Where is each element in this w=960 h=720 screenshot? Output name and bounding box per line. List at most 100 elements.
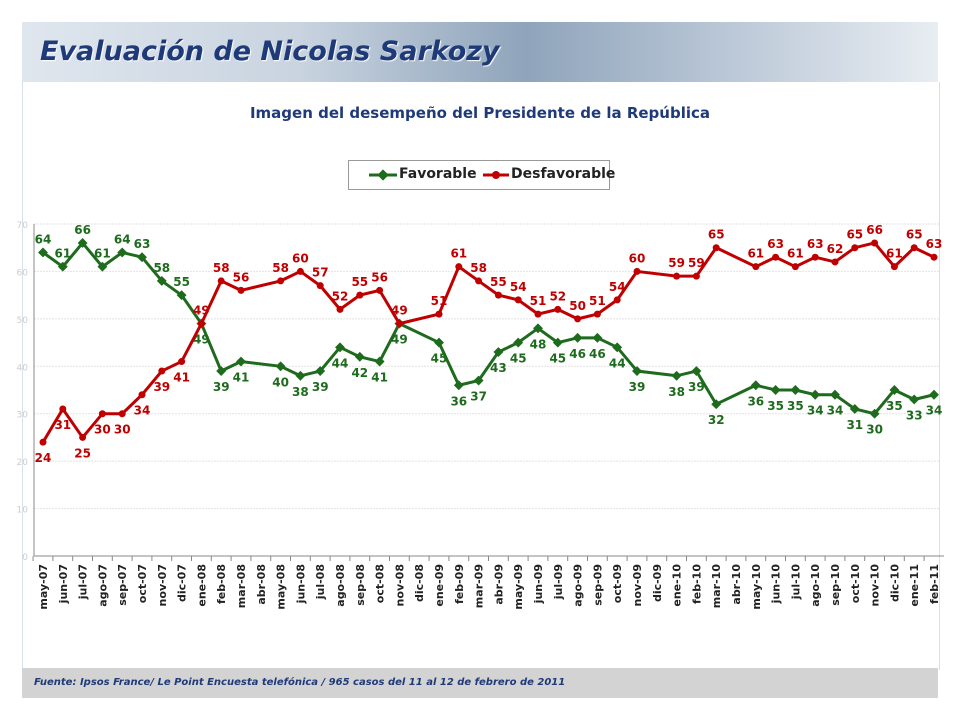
data-point-favorable	[117, 247, 128, 258]
x-tick-label: ene-10	[671, 564, 684, 607]
y-tick-label: 20	[17, 458, 29, 468]
data-label: 60	[292, 251, 309, 265]
data-label: 49	[193, 304, 210, 318]
data-point-desfavorable	[296, 267, 304, 275]
x-tick-label: feb-09	[453, 564, 466, 604]
x-tick-label: oct-09	[611, 564, 624, 603]
data-point-favorable	[790, 385, 801, 395]
data-label: 44	[609, 356, 626, 370]
x-tick-label: ago-10	[809, 564, 822, 607]
data-label: 39	[688, 380, 705, 394]
data-label: 45	[510, 352, 527, 366]
data-label: 65	[846, 228, 863, 242]
x-tick-label: nov-10	[869, 564, 882, 607]
x-tick-label: dic-07	[176, 564, 189, 602]
data-label: 45	[431, 352, 448, 366]
data-label: 35	[787, 399, 804, 413]
x-tick-label: mar-10	[710, 564, 723, 609]
data-label: 64	[35, 232, 52, 246]
x-tick-label: abr-10	[730, 564, 743, 605]
y-tick-label: 70	[17, 221, 29, 231]
data-label: 54	[609, 280, 626, 294]
data-label: 55	[490, 275, 507, 289]
x-tick-label: feb-08	[215, 564, 228, 604]
data-label: 56	[371, 270, 388, 284]
data-label: 30	[866, 423, 883, 437]
data-point-desfavorable	[98, 410, 106, 418]
data-point-desfavorable	[791, 263, 799, 271]
x-tick-label: jun-07	[57, 564, 70, 604]
data-point-favorable	[295, 370, 306, 381]
data-point-favorable	[770, 385, 781, 395]
data-label: 50	[569, 299, 586, 313]
data-label: 35	[767, 399, 784, 413]
data-label: 61	[450, 247, 467, 261]
data-label: 60	[629, 251, 646, 265]
data-label: 51	[589, 294, 606, 308]
data-point-favorable	[810, 389, 821, 400]
data-point-favorable	[176, 290, 187, 301]
data-label: 46	[589, 347, 606, 361]
x-tick-label: jun-09	[532, 564, 545, 604]
data-label: 41	[173, 371, 190, 385]
header-banner	[22, 22, 938, 82]
legend-desfavorable-marker	[492, 171, 500, 179]
data-label: 39	[153, 380, 170, 394]
x-tick-label: may-08	[275, 564, 288, 610]
footer: Fuente: Ipsos France/ Le Point Encuesta …	[22, 668, 938, 698]
data-label: 31	[54, 418, 71, 432]
x-tick-label: sep-07	[116, 564, 129, 606]
x-tick-label: may-10	[750, 564, 763, 610]
data-point-favorable	[572, 332, 583, 343]
data-label: 44	[332, 356, 349, 370]
y-tick-label: 0	[22, 553, 28, 563]
data-point-desfavorable	[178, 358, 186, 366]
data-point-desfavorable	[752, 263, 760, 271]
data-label: 41	[371, 371, 388, 385]
x-tick-label: dic-09	[651, 564, 664, 602]
x-tick-label: mar-09	[473, 564, 486, 608]
y-tick-label: 30	[17, 411, 29, 421]
data-point-desfavorable	[118, 410, 126, 418]
data-label: 57	[312, 266, 329, 280]
data-label: 61	[787, 247, 804, 261]
y-tick-label: 60	[17, 268, 29, 278]
data-point-favorable	[750, 380, 761, 391]
data-label: 36	[450, 394, 467, 408]
data-point-desfavorable	[237, 286, 245, 294]
data-point-favorable	[592, 332, 603, 343]
y-tick-label: 40	[17, 363, 29, 373]
x-tick-label: ago-09	[572, 564, 585, 607]
data-label: 66	[866, 223, 883, 237]
x-tick-label: jul-09	[552, 564, 565, 600]
data-label: 39	[312, 380, 329, 394]
data-label: 65	[708, 228, 725, 242]
data-point-desfavorable	[871, 239, 879, 247]
data-point-favorable	[830, 389, 840, 400]
x-tick-label: sep-09	[591, 564, 604, 606]
data-label: 63	[807, 237, 824, 251]
data-point-favorable	[236, 356, 246, 367]
source-note: Fuente: Ipsos France/ Le Point Encuesta …	[34, 677, 566, 688]
data-label: 61	[747, 247, 764, 261]
data-point-favorable	[38, 247, 48, 258]
data-point-desfavorable	[772, 253, 780, 261]
data-point-favorable	[909, 394, 920, 405]
data-point-favorable	[632, 366, 642, 376]
x-tick-label: abr-09	[492, 564, 505, 605]
data-label: 35	[886, 399, 903, 413]
x-tick-label: feb-11	[928, 564, 941, 604]
x-tick-label: may-09	[512, 564, 525, 610]
data-point-desfavorable	[673, 272, 681, 280]
data-label: 51	[431, 294, 448, 308]
data-label: 58	[470, 261, 487, 275]
x-tick-label: ene-11	[908, 564, 921, 607]
data-label: 65	[906, 228, 923, 242]
data-point-favorable	[335, 342, 345, 353]
legend-desfavorable: Desfavorable	[511, 166, 616, 182]
data-point-favorable	[473, 375, 484, 386]
data-label: 34	[827, 404, 844, 418]
data-label: 48	[530, 337, 547, 351]
data-point-desfavorable	[692, 272, 700, 280]
data-label: 58	[153, 261, 170, 275]
